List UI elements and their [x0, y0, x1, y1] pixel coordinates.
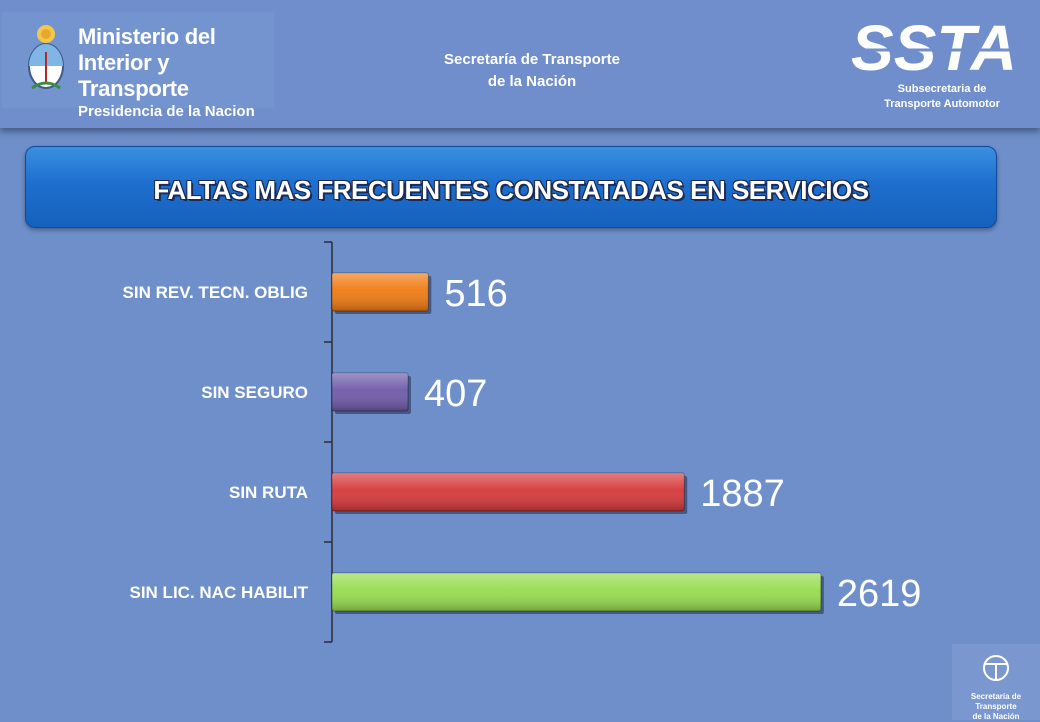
ssta-subtitle: Subsecretaria de Transporte Automotor [874, 82, 1010, 112]
corner-logo-text: Secretaría de Transporte de la Nación [952, 692, 1040, 722]
bar-highlight [332, 273, 429, 311]
ministry-line1: Ministerio del [78, 24, 216, 49]
header-bar: Ministerio del Interior y Transporte Pre… [0, 0, 1040, 128]
secretaria-line1: Secretaría de Transporte [444, 51, 620, 68]
bar-highlight [332, 573, 821, 611]
ministry-line2: Interior y Transporte [78, 50, 189, 101]
data-label: 516 [444, 273, 507, 315]
corner-logo: Secretaría de Transporte de la Nación [952, 644, 1040, 722]
category-label: SIN REV. TECN. OBLIG [123, 283, 308, 302]
data-label: 407 [424, 373, 487, 415]
category-label: SIN LIC. NAC HABILIT [130, 583, 309, 602]
bar-highlight [332, 473, 685, 511]
data-label: 2619 [837, 573, 922, 615]
ministry-name: Ministerio del Interior y Transporte Pre… [78, 24, 274, 122]
ministry-line3: Presidencia de la Nacion [78, 103, 255, 120]
corner-logo-line1: Secretaría de Transporte [970, 692, 1022, 711]
category-label: SIN RUTA [229, 483, 308, 502]
ministry-logo-block: Ministerio del Interior y Transporte Pre… [2, 12, 274, 120]
category-label: SIN SEGURO [201, 383, 308, 402]
ssta-logo-icon: SSTA [848, 14, 1020, 76]
secretaria-name: Secretaría de Transporte de la Nación [418, 49, 646, 93]
secretaria-line2: de la Nación [487, 73, 577, 90]
secretaria-emblem-icon [983, 655, 1009, 681]
ssta-logo-text: SSTA [851, 14, 1017, 76]
title-banner: FALTAS MAS FRECUENTES CONSTATADAS EN SER… [25, 146, 997, 228]
ssta-sub-line2: Transporte Automotor [884, 98, 1000, 110]
bar-chart: SIN REV. TECN. OBLIG 516 SIN SEGURO 407 SIN … [123, 241, 922, 643]
data-label: 1887 [700, 473, 785, 515]
chart-title: FALTAS MAS FRECUENTES CONSTATADAS EN SER… [153, 175, 869, 205]
corner-logo-line2: de la Nación [972, 712, 1020, 721]
bar-highlight [332, 373, 408, 411]
ssta-sub-line1: Subsecretaria de [897, 83, 987, 95]
coat-of-arms-icon [28, 25, 64, 90]
